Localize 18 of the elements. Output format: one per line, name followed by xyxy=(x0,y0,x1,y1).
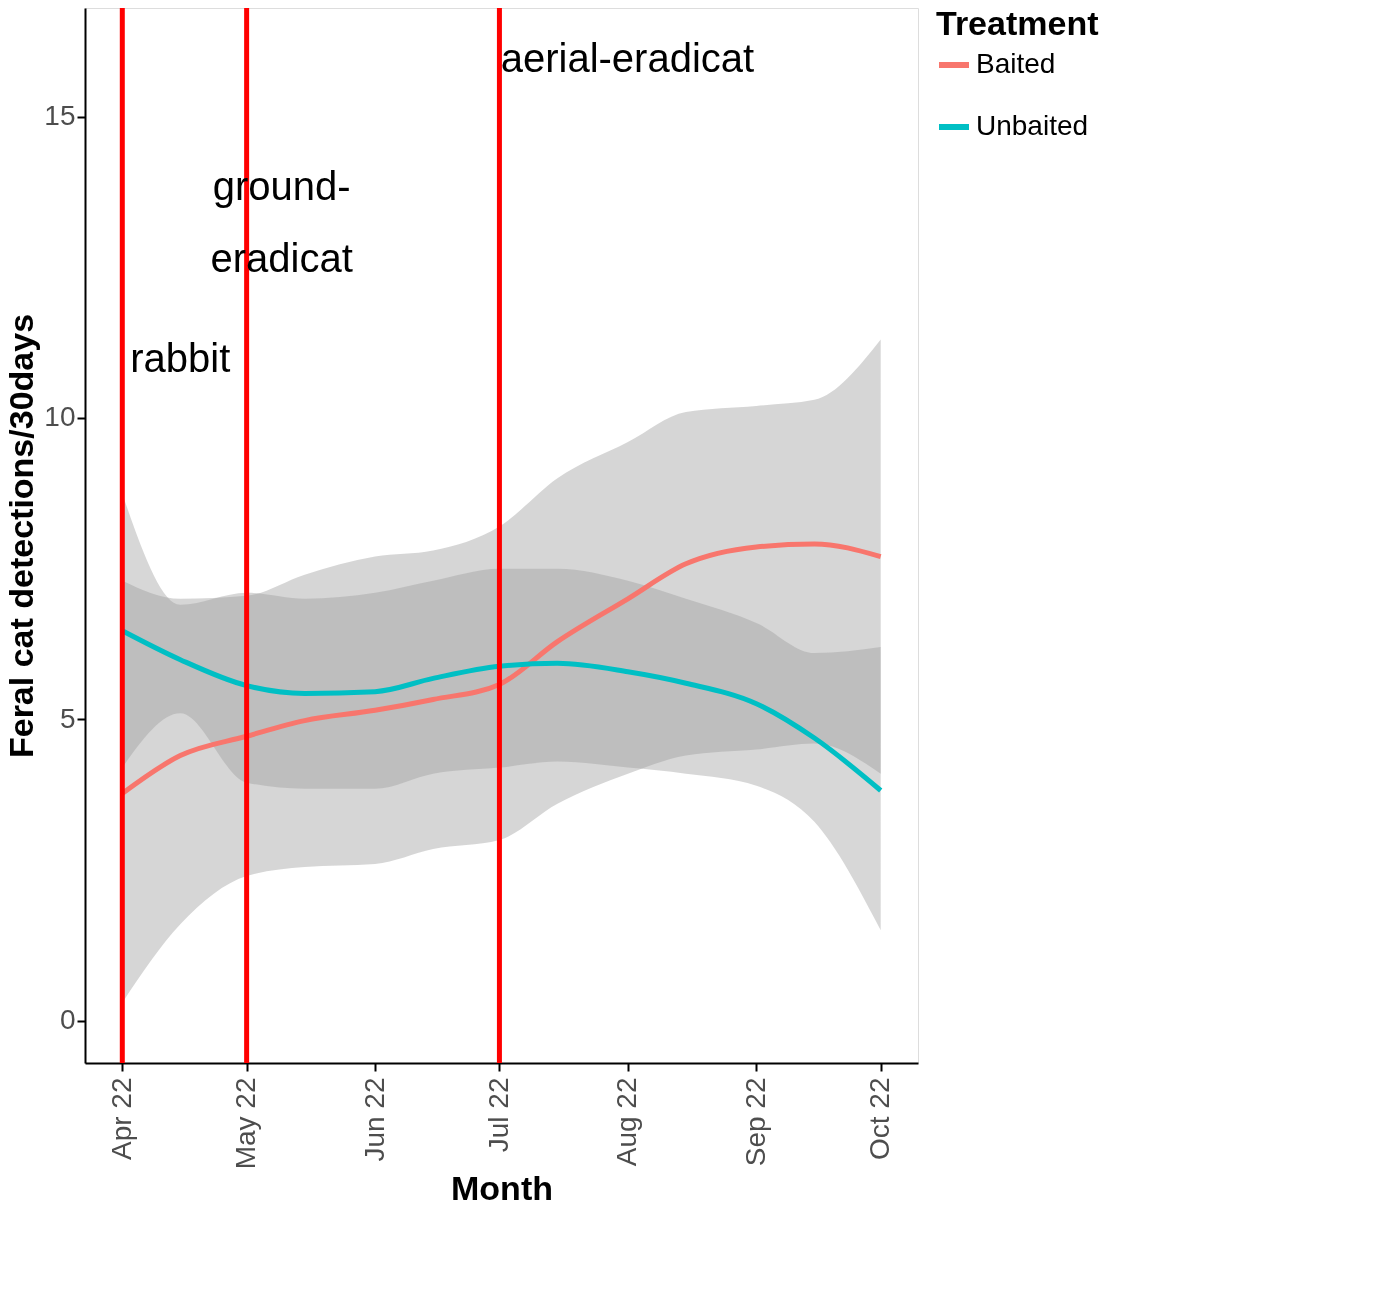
x-tick-label: Jul 22 xyxy=(482,1077,514,1153)
x-tick-label: Apr 22 xyxy=(105,1077,137,1160)
y-tick-label: 5 xyxy=(59,702,76,734)
x-tick-label: Oct 22 xyxy=(864,1077,896,1160)
x-axis-title: Month xyxy=(451,1169,553,1208)
legend-label: Baited xyxy=(976,48,1056,79)
y-tick-label: 10 xyxy=(44,401,76,433)
legend-label: Unbaited xyxy=(976,110,1089,141)
y-axis-title: Feral cat detections/30days xyxy=(2,313,41,759)
x-tick-label: May 22 xyxy=(230,1077,262,1170)
ref-line-label: aerial-eradicat xyxy=(500,36,755,80)
legend-title: Treatment xyxy=(936,4,1099,42)
x-tick-label: Sep 22 xyxy=(739,1077,771,1167)
x-tick-label: Jun 22 xyxy=(358,1077,390,1162)
y-tick-label: 0 xyxy=(59,1004,76,1036)
x-tick-label: Aug 22 xyxy=(611,1077,643,1167)
ref-line-label: rabbit xyxy=(130,336,231,380)
y-tick-label: 15 xyxy=(44,100,76,132)
